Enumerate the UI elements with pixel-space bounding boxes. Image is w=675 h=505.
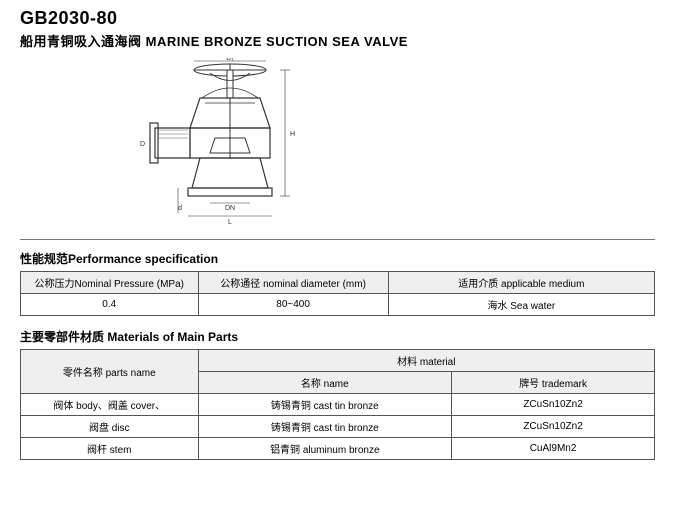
table-row: 阀体 body、阀盖 cover、 铸锡青铜 cast tin bronze Z… xyxy=(21,394,655,416)
table-row: 公称压力Nominal Pressure (MPa) 公称通径 nominal … xyxy=(21,272,655,294)
cell-name: 铝青铜 aluminum bronze xyxy=(198,438,452,460)
page-title-code: GB2030-80 xyxy=(20,8,655,29)
cell-name: 铸锡青铜 cast tin bronze xyxy=(198,394,452,416)
col-trademark: 牌号 trademark xyxy=(452,372,655,394)
title-en: MARINE BRONZE SUCTION SEA VALVE xyxy=(146,34,408,49)
valve-diagram: D₁ H D DN L d xyxy=(20,58,655,233)
col-medium: 适用介质 applicable medium xyxy=(388,272,654,294)
svg-text:H: H xyxy=(290,131,295,138)
divider xyxy=(20,239,655,240)
table-row: 0.4 80~400 海水 Sea water xyxy=(21,294,655,316)
table-row: 零件名称 parts name 材料 material xyxy=(21,350,655,372)
materials-table: 零件名称 parts name 材料 material 名称 name 牌号 t… xyxy=(20,349,655,460)
cell-diameter: 80~400 xyxy=(198,294,388,316)
table-row: 阀盘 disc 铸锡青铜 cast tin bronze ZCuSn10Zn2 xyxy=(21,416,655,438)
cell-trademark: ZCuSn10Zn2 xyxy=(452,394,655,416)
svg-text:L: L xyxy=(228,219,232,226)
svg-text:DN: DN xyxy=(225,205,235,212)
cell-trademark: CuAl9Mn2 xyxy=(452,438,655,460)
svg-text:d: d xyxy=(178,205,182,212)
page-title-name: 船用青铜吸入通海阀 MARINE BRONZE SUCTION SEA VALV… xyxy=(20,31,655,50)
cell-name: 铸锡青铜 cast tin bronze xyxy=(198,416,452,438)
svg-text:D: D xyxy=(140,141,145,148)
title-cn: 船用青铜吸入通海阀 xyxy=(20,34,142,49)
col-material-group: 材料 material xyxy=(198,350,654,372)
col-pressure: 公称压力Nominal Pressure (MPa) xyxy=(21,272,199,294)
cell-parts: 阀杆 stem xyxy=(21,438,199,460)
cell-pressure: 0.4 xyxy=(21,294,199,316)
col-name: 名称 name xyxy=(198,372,452,394)
perf-spec-table: 公称压力Nominal Pressure (MPa) 公称通径 nominal … xyxy=(20,271,655,316)
svg-text:D₁: D₁ xyxy=(226,58,234,62)
table-row: 阀杆 stem 铝青铜 aluminum bronze CuAl9Mn2 xyxy=(21,438,655,460)
cell-parts: 阀体 body、阀盖 cover、 xyxy=(21,394,199,416)
cell-parts: 阀盘 disc xyxy=(21,416,199,438)
cell-trademark: ZCuSn10Zn2 xyxy=(452,416,655,438)
cell-medium: 海水 Sea water xyxy=(388,294,654,316)
perf-spec-title: 性能规范Performance specification xyxy=(20,250,655,267)
col-parts: 零件名称 parts name xyxy=(21,350,199,394)
materials-title: 主要零部件材质 Materials of Main Parts xyxy=(20,328,655,345)
col-diameter: 公称通径 nominal diameter (mm) xyxy=(198,272,388,294)
